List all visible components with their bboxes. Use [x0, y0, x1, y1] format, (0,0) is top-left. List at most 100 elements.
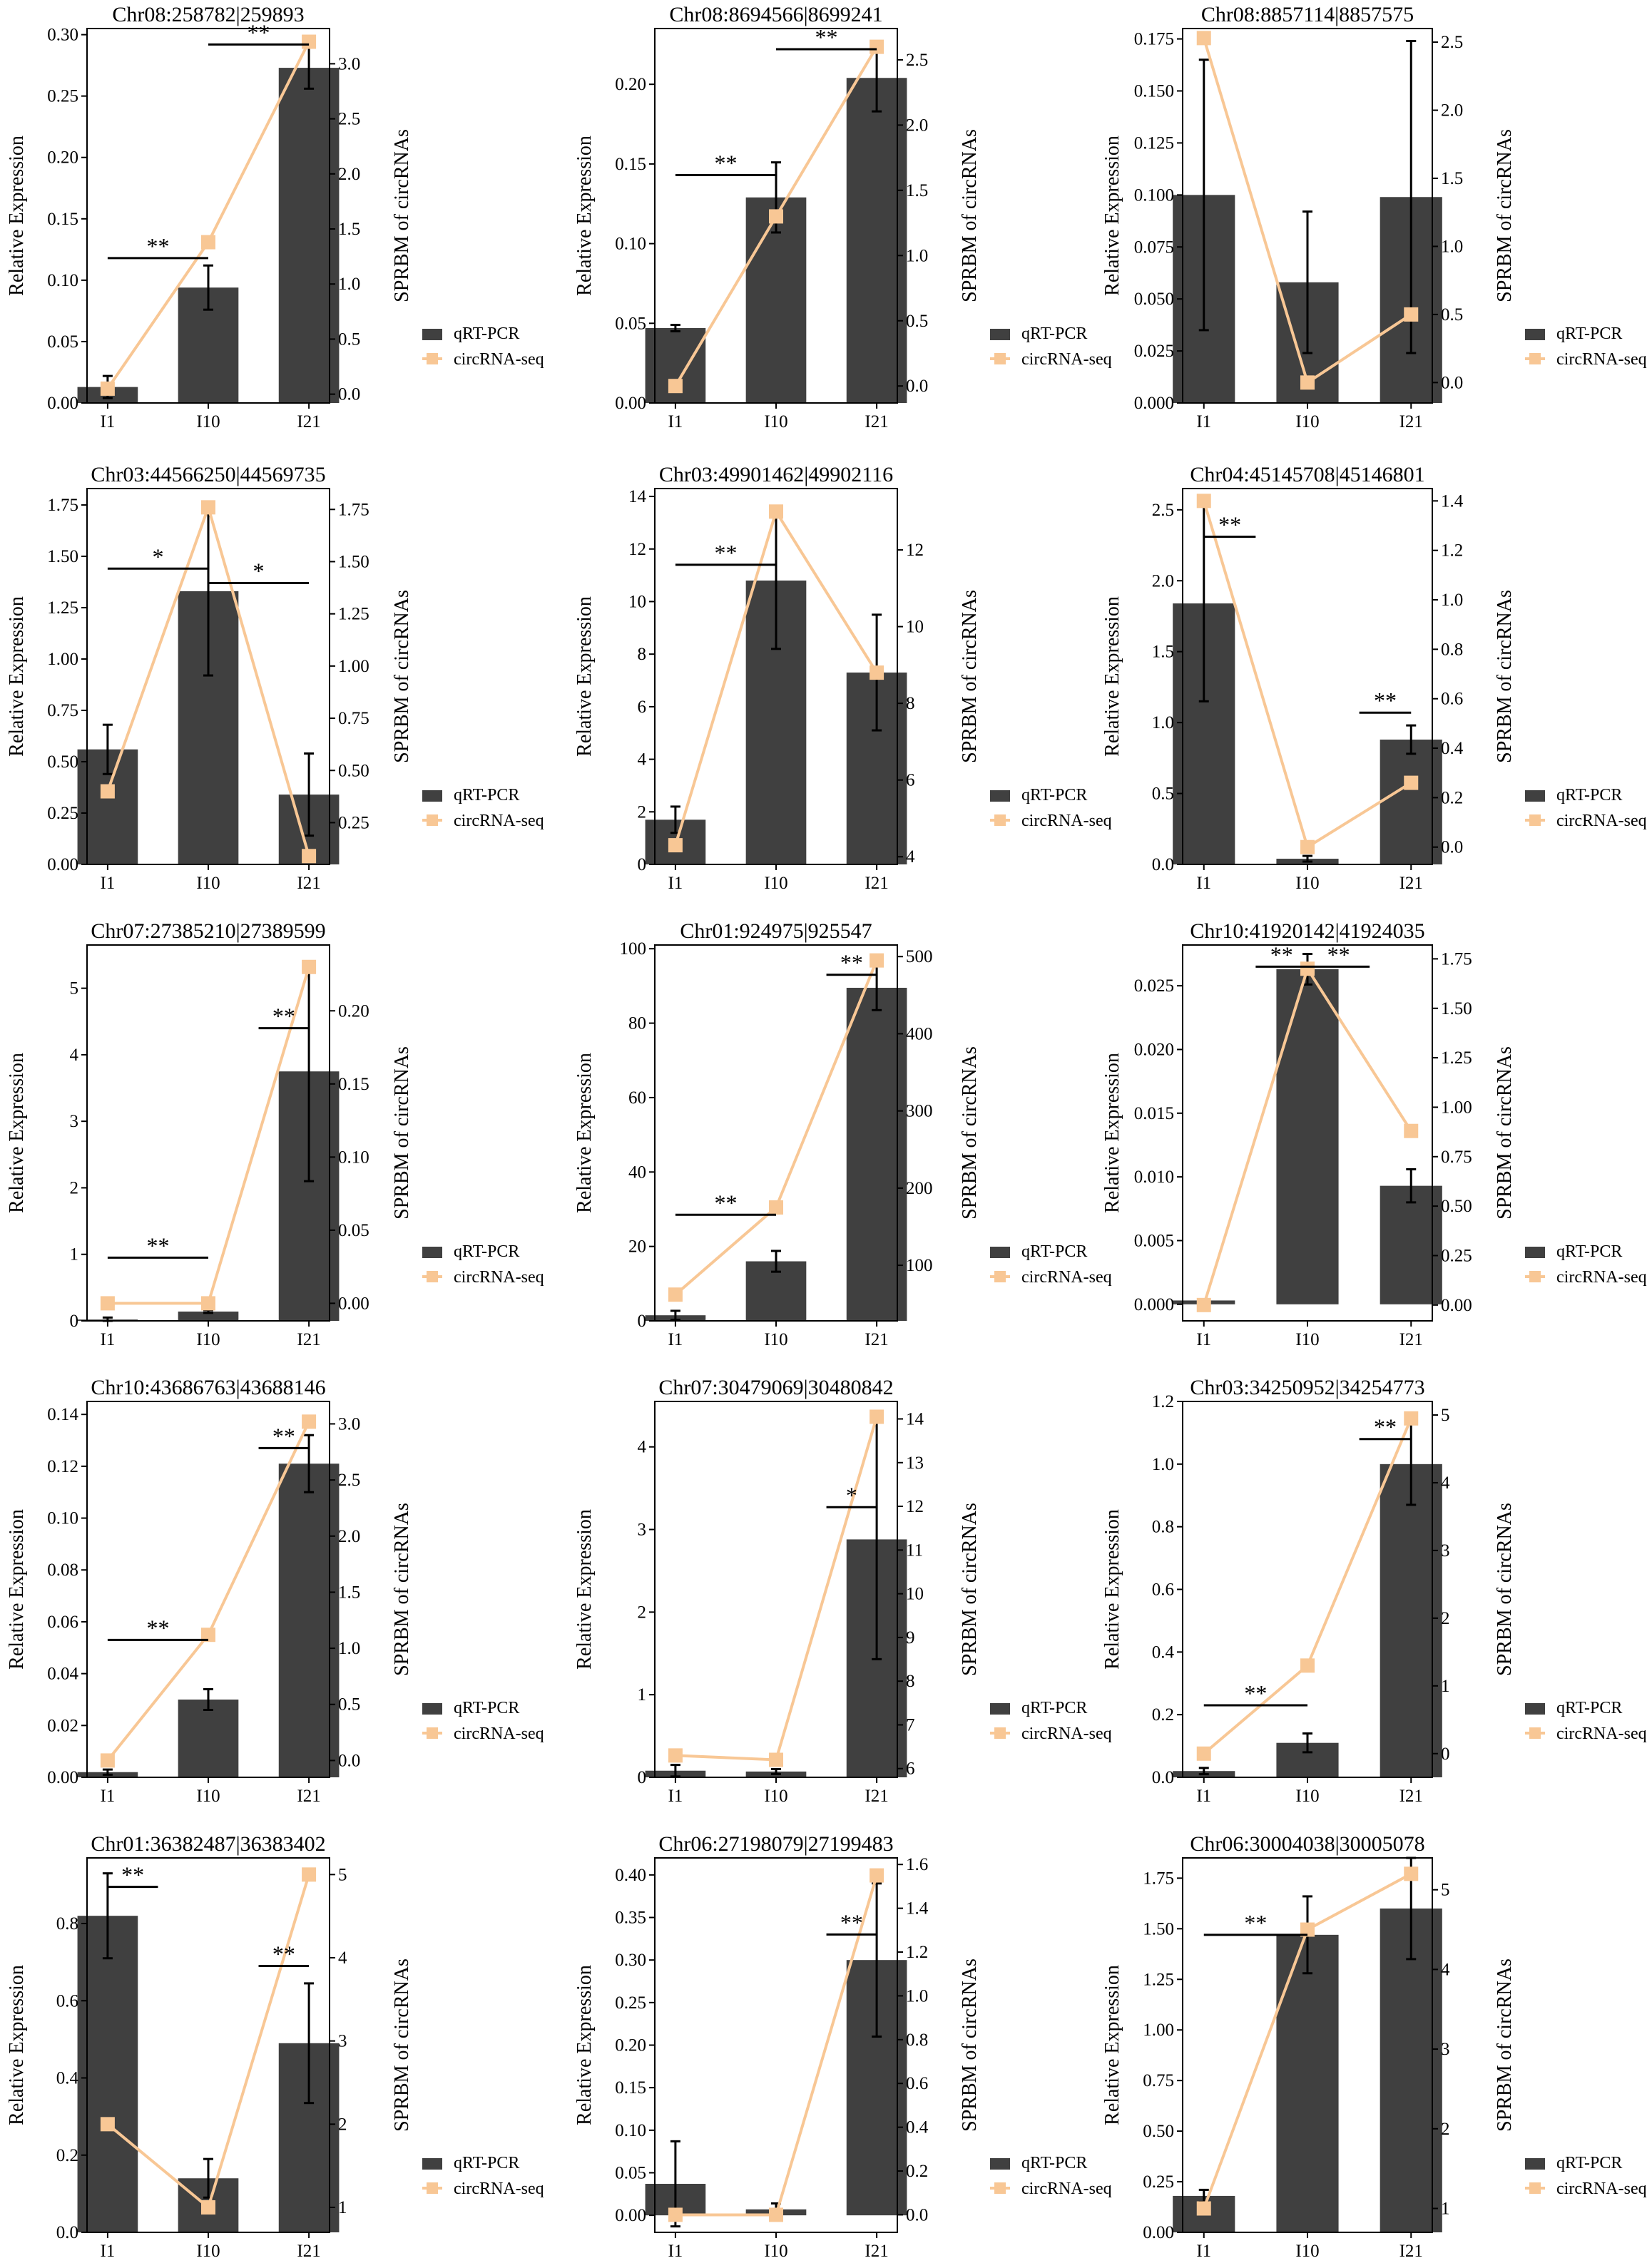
y-axis-label: Relative Expression	[573, 136, 596, 296]
significance-label: *	[846, 1482, 857, 1508]
y2-tick-label: 0.05	[338, 1221, 369, 1240]
x-tick-label: I21	[297, 2242, 320, 2261]
bar	[178, 1311, 239, 1321]
y2-tick-label: 0.50	[1441, 1197, 1472, 1216]
legend-label: qRT-PCR	[1021, 1699, 1087, 1717]
y-tick-label: 0.15	[615, 2078, 646, 2098]
chart-title: Chr10:43686763|43688146	[91, 1376, 325, 1399]
legend-swatch-marker	[994, 2182, 1006, 2194]
significance-label: **	[272, 1003, 295, 1029]
y2-tick-label: 6	[906, 1759, 915, 1779]
y2-tick-label: 0.0	[906, 2205, 928, 2224]
y-tick-label: 0.08	[47, 1560, 78, 1580]
y-tick-label: 0.050	[1134, 290, 1174, 309]
y-axis-label: Relative Expression	[6, 1965, 28, 2125]
series-marker	[769, 504, 783, 519]
legend-label: circRNA-seq	[1021, 1725, 1112, 1743]
y-tick-label: 0.8	[1152, 1518, 1174, 1537]
legend-label: circRNA-seq	[1556, 1725, 1647, 1743]
legend-label: qRT-PCR	[454, 2154, 519, 2172]
series-marker	[1196, 1746, 1211, 1761]
x-tick-label: I21	[1399, 874, 1423, 893]
y2-tick-label: 1.25	[338, 605, 369, 624]
x-tick-label: I10	[1295, 412, 1319, 431]
series-marker	[100, 2117, 115, 2132]
y-tick-label: 0.000	[1134, 394, 1174, 413]
y-axis-label: Relative Expression	[1101, 596, 1123, 757]
legend-swatch-marker	[1529, 2182, 1541, 2194]
chart-panel: Chr08:258782|259893****0.000.050.100.150…	[6, 3, 544, 431]
y2-tick-label: 1.0	[338, 1639, 360, 1658]
y-tick-label: 0.025	[1134, 976, 1174, 996]
x-tick-label: I10	[764, 412, 787, 431]
x-tick-label: I10	[1295, 874, 1319, 893]
significance-label: **	[146, 233, 169, 259]
y2-tick-label: 0.2	[906, 2162, 928, 2181]
y-tick-label: 80	[628, 1014, 646, 1033]
legend-swatch-marker	[427, 353, 438, 364]
y2-axis-label: SPRBM of circRNAs	[1494, 1958, 1516, 2132]
y2-tick-label: 5	[338, 1865, 347, 1884]
y-tick-label: 0.6	[1152, 1580, 1174, 1600]
y2-tick-label: 1.6	[906, 1855, 928, 1874]
y-axis-label: Relative Expression	[573, 1965, 596, 2125]
chart-body: Chr10:41920142|41924035** ** 0.000 0.005 0.0…	[1101, 919, 1647, 1349]
chart-body: Chr06:27198079|27199483 ** 0.00 0.05 0.10 0.1…	[573, 1832, 1112, 2261]
y-tick-label: 0.020	[1134, 1040, 1174, 1059]
y-tick-label: 0.2	[56, 2146, 78, 2165]
x-tick-label: I10	[196, 1787, 220, 1806]
chart-title: Chr01:924975|925547	[680, 919, 872, 943]
chart-title: Chr03:49901462|49902116	[659, 463, 893, 486]
legend-label: circRNA-seq	[454, 350, 544, 369]
y-tick-label: 0.0	[1152, 855, 1174, 874]
legend-swatch-marker	[427, 2182, 438, 2194]
y-tick-label: 0.015	[1134, 1104, 1174, 1123]
series-marker	[870, 1868, 884, 1883]
chart-body: Chr03:44566250|44569735 * * 0.00 0.25 0.50 0.7…	[6, 463, 544, 893]
chart-body: Chr08:8694566|8699241****0.000.050.100.1…	[573, 3, 1112, 431]
y-tick-label: 0.150	[1134, 82, 1174, 101]
legend-label: circRNA-seq	[1021, 1268, 1112, 1287]
y2-tick-label: 2.0	[906, 116, 928, 135]
y-tick-label: 0.25	[47, 804, 78, 823]
y2-tick-label: 0.5	[906, 312, 928, 331]
y-tick-label: 0.00	[615, 394, 646, 413]
x-tick-label: I10	[764, 2242, 787, 2261]
series-marker	[201, 1296, 215, 1311]
y2-axis-label: SPRBM of circRNAs	[959, 1046, 981, 1220]
y2-tick-label: 0.0	[1441, 838, 1463, 857]
legend-swatch-marker	[994, 1727, 1006, 1739]
significance-label: **	[1244, 1680, 1267, 1706]
y2-tick-label: 300	[906, 1102, 933, 1121]
y-tick-label: 2.5	[1152, 501, 1174, 520]
y-tick-label: 0.00	[1143, 2223, 1174, 2242]
y2-tick-label: 100	[906, 1256, 933, 1275]
y2-axis-label: SPRBM of circRNAs	[959, 1958, 981, 2132]
significance-label: **	[714, 150, 737, 176]
y-tick-label: 5	[70, 979, 79, 998]
y2-tick-label: 14	[906, 1410, 924, 1429]
y-axis-label: Relative Expression	[1101, 136, 1123, 296]
y-tick-label: 40	[628, 1163, 646, 1182]
y2-axis-label: SPRBM of circRNAs	[391, 129, 413, 302]
legend-swatch-bar	[1525, 2158, 1545, 2170]
y-tick-label: 0.20	[615, 2036, 646, 2055]
y-tick-label: 0.4	[56, 2069, 79, 2088]
y-tick-label: 1.25	[47, 598, 78, 618]
y-tick-label: 1.00	[1143, 2021, 1174, 2040]
chart-title: Chr08:8694566|8699241	[669, 3, 882, 26]
y2-axis-label: SPRBM of circRNAs	[391, 590, 413, 763]
y2-axis-label: SPRBM of circRNAs	[391, 1046, 413, 1220]
series-marker	[668, 2207, 683, 2222]
x-tick-label: I1	[100, 2242, 115, 2261]
y-tick-label: 10	[628, 592, 646, 611]
legend-label: circRNA-seq	[454, 1268, 544, 1287]
x-tick-label: I1	[1196, 1787, 1211, 1806]
legend-swatch-bar	[1525, 329, 1545, 340]
y-tick-label: 0.0	[56, 2223, 78, 2242]
y2-tick-label: 2.5	[338, 1471, 360, 1490]
significance-label: **	[1270, 941, 1293, 967]
significance-label: **	[1374, 1414, 1397, 1440]
legend-swatch-bar	[422, 329, 442, 340]
